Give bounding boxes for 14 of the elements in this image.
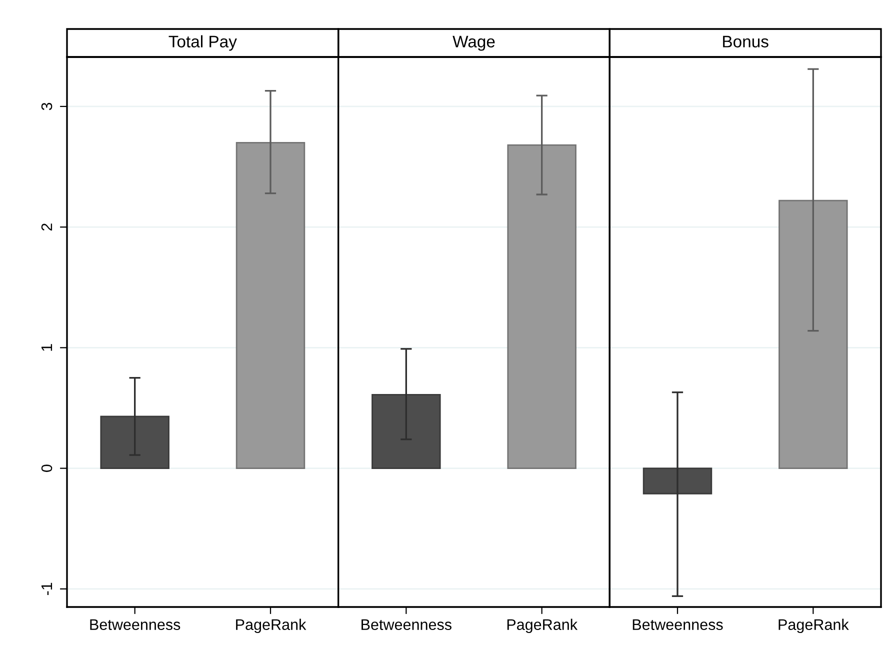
y-tick-label: 3 — [41, 102, 52, 110]
y-tick-label: 2 — [41, 224, 52, 231]
chart-title: Total Pay — [168, 35, 237, 51]
y-tick-label: 0 — [41, 464, 52, 472]
x-tick-label: Betweenness — [90, 619, 180, 630]
x-tick-label: Betweenness — [632, 619, 723, 630]
y-tick-label: -1 — [42, 582, 52, 596]
chart-title: Bonus — [723, 36, 768, 48]
x-tick-label: Betweenness — [362, 619, 452, 630]
x-tick-label: PageRank — [778, 618, 849, 634]
x-tick-label: PageRank — [236, 618, 306, 634]
y-tick-label: 1 — [42, 344, 52, 351]
x-tick-label: PageRank — [507, 618, 578, 634]
chart-title: Wage — [452, 36, 495, 51]
